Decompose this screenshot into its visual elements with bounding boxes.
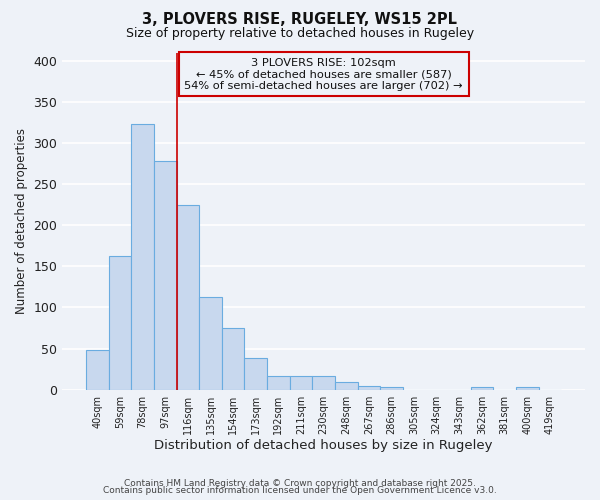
Text: 3 PLOVERS RISE: 102sqm
← 45% of detached houses are smaller (587)
54% of semi-de: 3 PLOVERS RISE: 102sqm ← 45% of detached… [184, 58, 463, 91]
Bar [199, 297, 222, 390]
Text: Contains HM Land Registry data © Crown copyright and database right 2025.: Contains HM Land Registry data © Crown c… [124, 478, 476, 488]
Y-axis label: Number of detached properties: Number of detached properties [15, 128, 28, 314]
Bar [176, 204, 199, 390]
Bar [290, 376, 313, 390]
Bar [335, 382, 358, 390]
Bar [380, 387, 403, 390]
Bar [267, 376, 290, 390]
Bar [131, 124, 154, 390]
Bar [516, 387, 539, 390]
Bar [471, 387, 493, 390]
Text: Size of property relative to detached houses in Rugeley: Size of property relative to detached ho… [126, 28, 474, 40]
Bar [313, 376, 335, 390]
Text: 3, PLOVERS RISE, RUGELEY, WS15 2PL: 3, PLOVERS RISE, RUGELEY, WS15 2PL [143, 12, 458, 28]
Bar [109, 256, 131, 390]
Bar [244, 358, 267, 390]
Bar [86, 350, 109, 390]
Text: Contains public sector information licensed under the Open Government Licence v3: Contains public sector information licen… [103, 486, 497, 495]
X-axis label: Distribution of detached houses by size in Rugeley: Distribution of detached houses by size … [154, 440, 493, 452]
Bar [222, 328, 244, 390]
Bar [154, 161, 176, 390]
Bar [358, 386, 380, 390]
